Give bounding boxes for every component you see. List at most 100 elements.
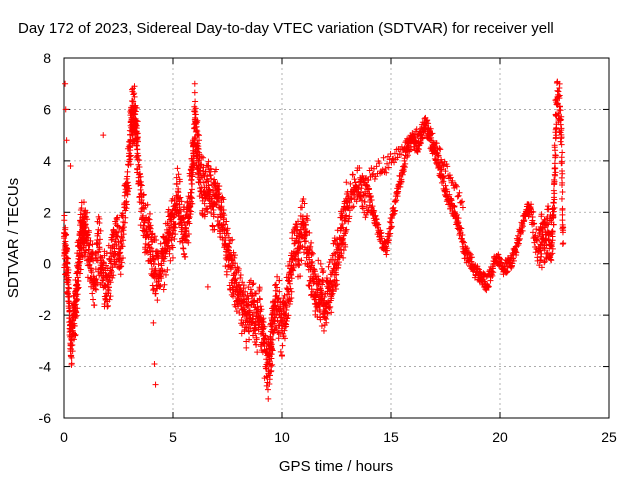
data-point [550, 199, 557, 206]
data-point [237, 275, 244, 282]
data-point [68, 354, 75, 361]
data-point [123, 205, 130, 212]
data-point [560, 240, 567, 247]
data-point [538, 264, 545, 271]
outlier-point [152, 381, 159, 388]
data-point [558, 125, 565, 132]
data-point [292, 240, 299, 247]
data-point [392, 207, 399, 214]
data-point [205, 182, 212, 189]
data-point [371, 207, 378, 214]
data-point [247, 286, 254, 293]
data-point [424, 117, 431, 124]
data-point [286, 280, 293, 287]
data-point [309, 258, 316, 265]
data-point [72, 331, 79, 338]
data-point [361, 179, 368, 186]
data-point [474, 265, 481, 272]
data-point [246, 328, 253, 335]
data-point [327, 303, 334, 310]
data-point [76, 270, 83, 277]
data-point [559, 149, 566, 156]
data-point [382, 165, 389, 172]
data-point [538, 250, 545, 257]
data-point [201, 200, 208, 207]
data-point [338, 250, 345, 257]
data-point [273, 311, 280, 318]
data-point [323, 319, 330, 326]
data-point [453, 211, 460, 218]
data-point [105, 284, 112, 291]
data-point [402, 160, 409, 167]
data-point [393, 197, 400, 204]
data-point [325, 263, 332, 270]
data-point [124, 188, 131, 195]
data-point [283, 307, 290, 313]
data-point [152, 290, 159, 297]
data-point [281, 327, 288, 334]
data-point [256, 284, 263, 291]
data-point [192, 111, 199, 118]
data-point [388, 224, 395, 231]
data-point [169, 254, 176, 261]
data-point [258, 306, 265, 313]
data-point [373, 163, 380, 170]
data-point [66, 285, 73, 292]
data-point [134, 118, 141, 125]
data-point [323, 309, 330, 316]
data-point [447, 174, 454, 181]
data-point [223, 218, 230, 225]
data-point [253, 334, 260, 341]
y-axis-title: SDTVAR / TECUs [5, 178, 22, 298]
data-point [453, 183, 460, 190]
data-point [171, 235, 178, 242]
data-point [210, 207, 217, 214]
data-point [529, 229, 536, 236]
data-point [96, 246, 103, 253]
data-point [257, 303, 264, 310]
data-point [281, 335, 288, 342]
data-point [232, 260, 239, 267]
data-point [394, 154, 401, 161]
data-point [301, 200, 308, 207]
data-point [173, 181, 180, 188]
data-point [243, 344, 250, 351]
data-point [360, 191, 367, 198]
data-point [454, 193, 461, 200]
data-point [544, 220, 551, 227]
data-point [321, 314, 328, 321]
data-point [417, 140, 424, 147]
data-point [451, 203, 458, 210]
data-point [335, 262, 342, 269]
data-point [211, 226, 218, 233]
data-point [298, 257, 305, 264]
data-point [550, 205, 557, 212]
data-point [240, 282, 247, 289]
data-point [307, 243, 314, 250]
data-point [116, 250, 123, 257]
data-point [255, 324, 262, 331]
data-point [314, 313, 321, 320]
data-point [96, 236, 103, 243]
data-point [388, 223, 395, 230]
data-point [552, 152, 559, 159]
data-point [260, 319, 267, 326]
data-point [185, 214, 192, 221]
data-point [100, 259, 107, 266]
data-point [402, 139, 409, 146]
data-point [208, 210, 215, 217]
data-point [82, 247, 89, 254]
data-point [161, 268, 168, 275]
data-point [103, 250, 110, 257]
data-point [77, 266, 84, 273]
data-point [239, 290, 246, 297]
data-point [287, 298, 294, 305]
data-point [545, 221, 552, 228]
data-point [216, 183, 223, 190]
data-point [153, 237, 160, 244]
data-point [490, 269, 497, 276]
data-point [74, 285, 81, 292]
data-point [287, 285, 294, 292]
data-point [380, 154, 387, 161]
data-point [560, 227, 567, 234]
